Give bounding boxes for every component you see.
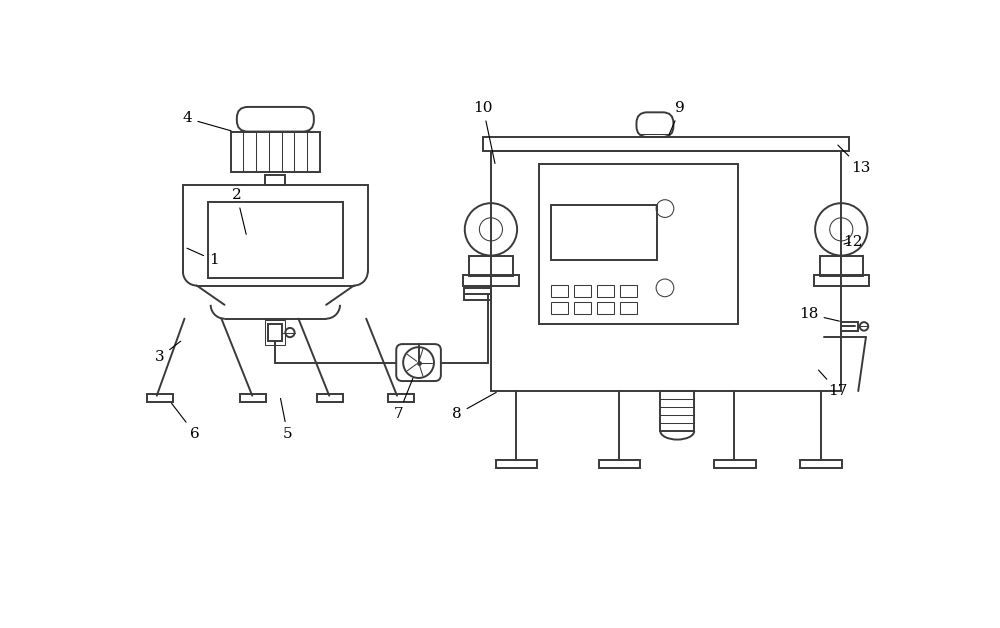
Bar bbox=[464, 288, 491, 300]
Bar bbox=[660, 391, 694, 431]
Text: 18: 18 bbox=[799, 307, 839, 321]
Text: 4: 4 bbox=[183, 112, 231, 131]
Text: 17: 17 bbox=[819, 370, 847, 398]
Bar bbox=[491, 151, 841, 391]
Bar bbox=[265, 320, 285, 345]
Bar bbox=[317, 394, 343, 402]
Bar bbox=[841, 322, 858, 331]
Bar bbox=[551, 205, 657, 260]
Text: 3: 3 bbox=[155, 341, 181, 364]
Text: 5: 5 bbox=[281, 398, 292, 441]
Bar bbox=[231, 132, 320, 171]
Bar bbox=[551, 301, 568, 314]
Bar bbox=[496, 460, 537, 468]
Text: 13: 13 bbox=[838, 145, 870, 175]
Bar bbox=[597, 301, 614, 314]
Bar bbox=[388, 394, 414, 402]
Text: 8: 8 bbox=[452, 392, 496, 421]
Bar bbox=[240, 394, 266, 402]
Bar bbox=[574, 301, 591, 314]
Text: 1: 1 bbox=[187, 248, 219, 267]
Bar bbox=[208, 202, 343, 278]
Bar bbox=[620, 301, 637, 314]
Bar bbox=[620, 285, 637, 297]
Bar bbox=[574, 285, 591, 297]
Bar bbox=[147, 394, 173, 402]
Bar bbox=[800, 460, 842, 468]
Bar bbox=[820, 256, 863, 276]
Bar bbox=[268, 324, 282, 341]
Text: 12: 12 bbox=[843, 235, 863, 249]
Text: 2: 2 bbox=[232, 188, 246, 234]
Text: 7: 7 bbox=[394, 378, 413, 421]
Bar bbox=[265, 175, 285, 185]
Bar bbox=[814, 275, 869, 286]
Bar bbox=[539, 164, 738, 324]
Text: 9: 9 bbox=[669, 102, 685, 134]
Bar bbox=[469, 256, 512, 276]
Bar bbox=[597, 285, 614, 297]
Bar bbox=[551, 285, 568, 297]
Text: 6: 6 bbox=[172, 403, 200, 441]
Text: 10: 10 bbox=[473, 102, 495, 163]
Bar bbox=[483, 137, 849, 151]
Bar bbox=[599, 460, 640, 468]
Bar bbox=[714, 460, 756, 468]
Bar bbox=[463, 275, 519, 286]
